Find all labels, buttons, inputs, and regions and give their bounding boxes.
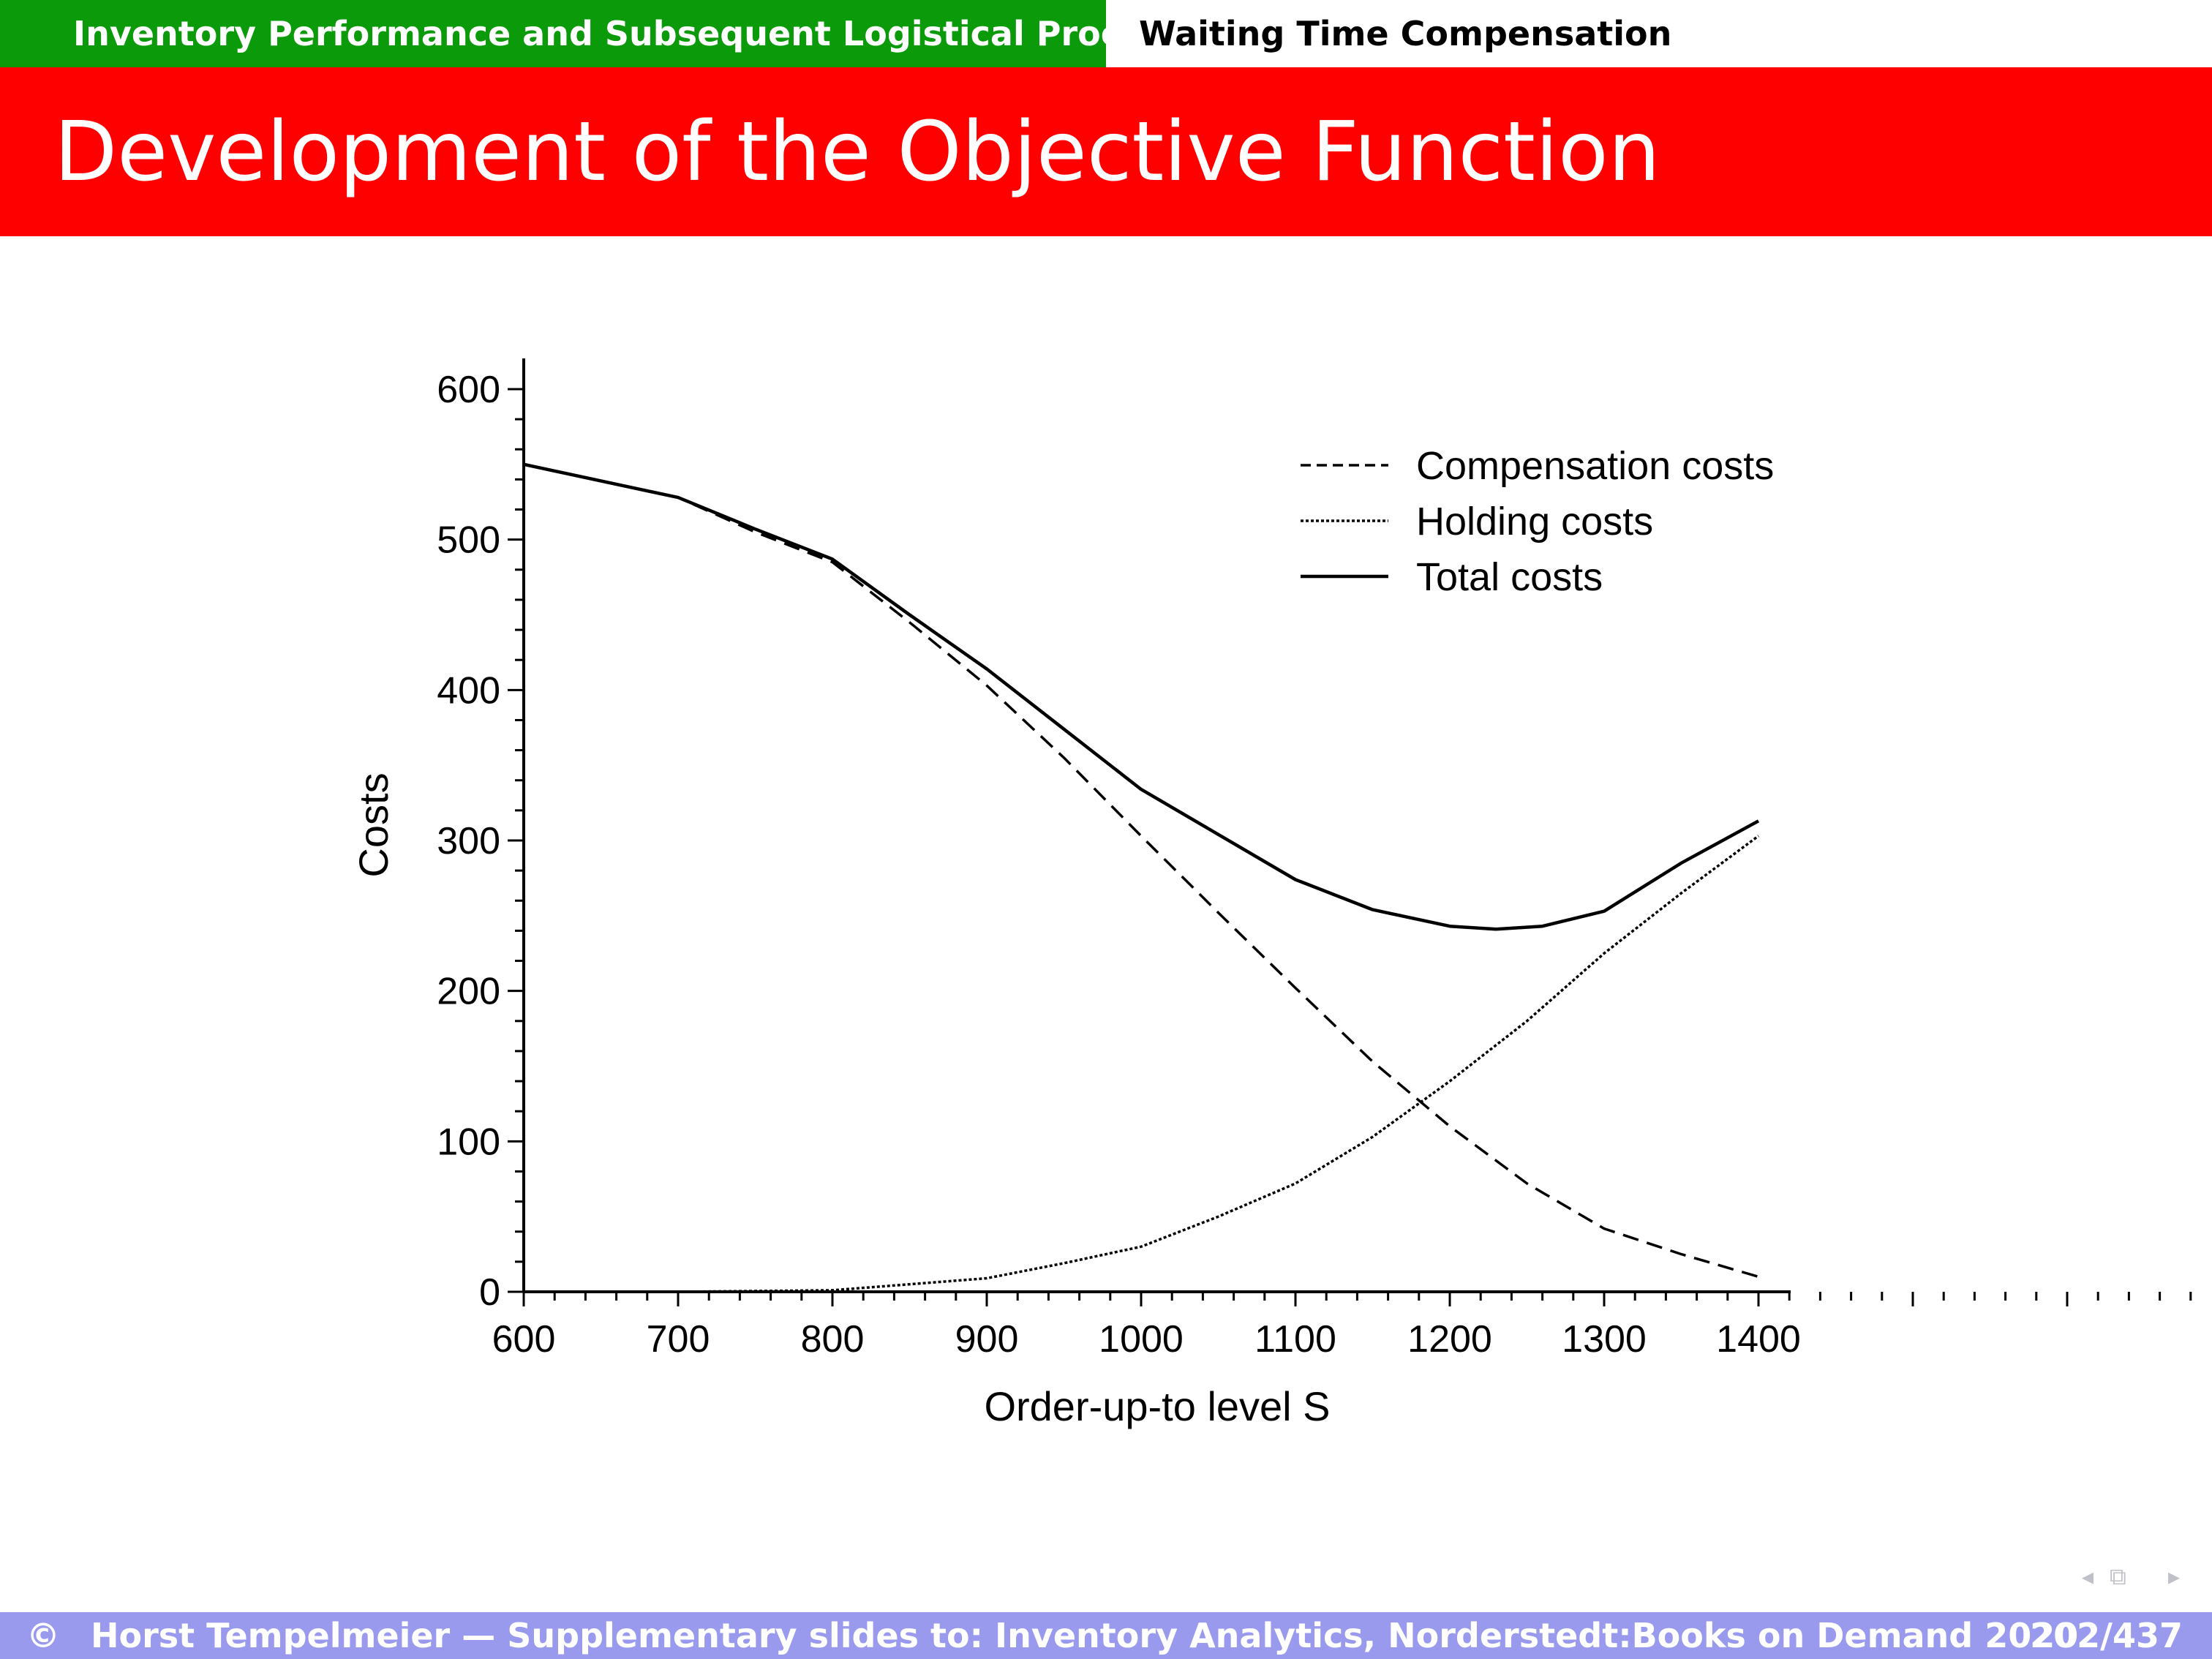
arrow-left-icon[interactable]: ◂ (2082, 1562, 2094, 1590)
footer-text: Horst Tempelmeier — Supplementary slides… (91, 1616, 2079, 1655)
legend-label: Compensation costs (1416, 444, 1774, 488)
series-line-dashed (523, 463, 1759, 1279)
x-tick-label: 1100 (1254, 1318, 1336, 1361)
tick-labels: 600 700 800 900 1000 1100 1200 1300 1400 0 100 200 3… (437, 369, 1801, 1361)
x-axis-label: Order-up-to level S (984, 1383, 1330, 1429)
series-lines (523, 462, 1760, 1293)
series-line-solid (523, 462, 1760, 931)
x-tick-label: 1000 (1099, 1318, 1184, 1361)
x-tick-label: 1200 (1407, 1318, 1492, 1361)
x-tick-label: 600 (492, 1318, 556, 1361)
beamer-navigation: ◂ ⧉ ▸ (2082, 1562, 2184, 1595)
y-tick-label: 200 (437, 971, 500, 1013)
y-tick-label: 0 (479, 1271, 500, 1314)
x-tick-label: 1400 (1716, 1318, 1801, 1361)
x-tick-label: 900 (955, 1318, 1019, 1361)
title-bar: Development of the Objective Function (0, 67, 2212, 236)
arrow-right-icon[interactable]: ▸ (2168, 1562, 2181, 1590)
page-number: 202/437 (2030, 1616, 2183, 1655)
legend-label: Holding costs (1416, 500, 1653, 543)
frames-icon[interactable]: ⧉ (2110, 1562, 2126, 1590)
series-line-dotted (524, 835, 1760, 1293)
footer-bar: © Horst Tempelmeier — Supplementary slid… (0, 1612, 2212, 1659)
y-tick-label: 400 (437, 669, 500, 712)
y-tick-label: 600 (437, 369, 500, 411)
y-axis-label: Costs (350, 772, 396, 877)
nav-subsection-link[interactable]: Waiting Time Compensation (1106, 0, 2212, 67)
legend-label: Total costs (1416, 555, 1603, 599)
chart-axes (522, 358, 1791, 1293)
copyright-symbol: © (26, 1616, 60, 1655)
nav-section-link[interactable]: Inventory Performance and Subsequent Log… (0, 0, 1227, 67)
x-tick-label: 1300 (1562, 1318, 1647, 1361)
y-tick-label: 300 (437, 820, 500, 862)
x-tick-label: 700 (647, 1318, 710, 1361)
y-tick-label: 500 (437, 519, 500, 562)
chart-legend: Compensation costs Holding costs Total cos… (1301, 444, 1774, 599)
minor-ticks (508, 388, 2192, 1306)
x-tick-label: 800 (801, 1318, 865, 1361)
top-navigation-bar: Inventory Performance and Subsequent Log… (0, 0, 2212, 67)
y-tick-label: 100 (437, 1121, 500, 1163)
slide-title: Development of the Objective Function (54, 105, 1660, 200)
